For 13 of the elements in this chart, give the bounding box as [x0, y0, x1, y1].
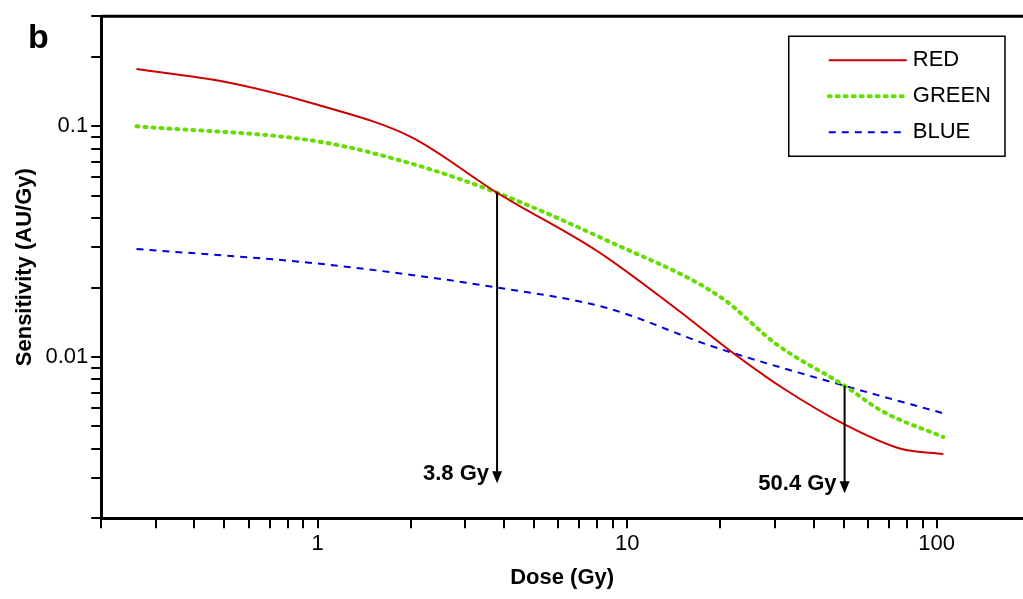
legend-label: RED	[912, 46, 960, 72]
legend-label: GREEN	[912, 82, 992, 108]
annotation: 3.8 Gy	[423, 460, 490, 486]
x-axis-title: Dose (Gy)	[510, 563, 615, 589]
annotation: 50.4 Gy	[758, 470, 838, 496]
y-tick-label: 0.01	[45, 343, 89, 369]
y-axis-title: Sensitivity (AU/Gy)	[11, 168, 37, 367]
y-tick-label: 0.1	[57, 112, 89, 138]
x-tick-label: 100	[918, 530, 956, 556]
x-tick-label: 1	[311, 530, 324, 556]
legend-label: BLUE	[912, 118, 971, 144]
chart-title: b	[28, 17, 49, 56]
x-tick-label: 10	[614, 530, 640, 556]
